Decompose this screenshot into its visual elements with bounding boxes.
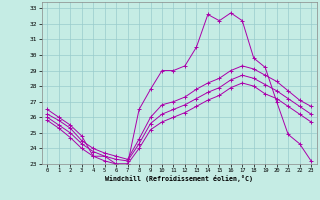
X-axis label: Windchill (Refroidissement éolien,°C): Windchill (Refroidissement éolien,°C) [105, 175, 253, 182]
